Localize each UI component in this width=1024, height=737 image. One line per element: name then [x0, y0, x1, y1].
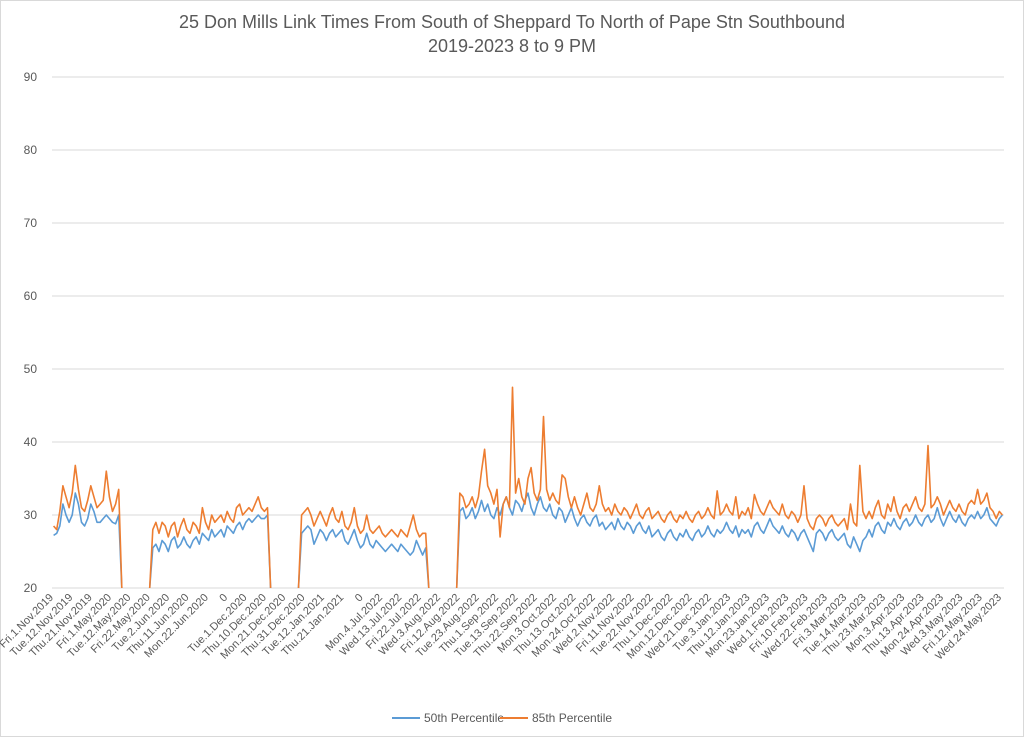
- x-tick-label: 0: [217, 592, 230, 605]
- series-line-p50: [455, 492, 1004, 589]
- series-line-p85: [297, 506, 430, 589]
- y-tick-label: 40: [24, 435, 38, 449]
- series-line-p50: [148, 514, 272, 589]
- series-line-p50: [297, 525, 430, 589]
- series-line-p85: [148, 495, 272, 589]
- legend-label: 85th Percentile: [532, 711, 612, 725]
- legend-label: 50th Percentile: [424, 711, 504, 725]
- y-tick-label: 90: [24, 70, 38, 84]
- y-tick-label: 30: [24, 508, 38, 522]
- x-tick-label: 0: [353, 592, 366, 605]
- chart-title-block: 25 Don Mills Link Times From South of Sh…: [0, 10, 1024, 58]
- chart-subtitle: 2019-2023 8 to 9 PM: [427, 36, 597, 56]
- y-tick-label: 50: [24, 362, 38, 376]
- series-line-p85: [455, 386, 1004, 589]
- y-tick-label: 70: [24, 216, 38, 230]
- y-tick-label: 60: [24, 289, 38, 303]
- y-tick-label: 20: [24, 581, 38, 595]
- series-line-p50: [53, 492, 123, 589]
- series-line-p85: [52, 464, 123, 589]
- chart-title: 25 Don Mills Link Times From South of Sh…: [178, 12, 846, 32]
- y-tick-label: 80: [24, 143, 38, 157]
